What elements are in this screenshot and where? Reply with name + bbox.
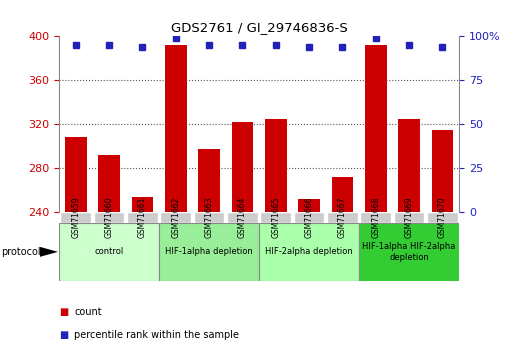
Text: GSM71664: GSM71664	[238, 197, 247, 238]
Bar	[198, 149, 220, 212]
Bar	[161, 212, 191, 223]
Bar	[359, 223, 459, 281]
Bar	[61, 212, 91, 223]
Bar	[94, 212, 124, 223]
Text: control: control	[94, 247, 124, 256]
Bar	[327, 212, 358, 223]
Bar	[427, 212, 458, 223]
Text: ■: ■	[59, 307, 68, 317]
Text: GSM71668: GSM71668	[371, 197, 380, 238]
Text: percentile rank within the sample: percentile rank within the sample	[74, 330, 240, 339]
Bar	[261, 212, 291, 223]
Text: HIF-1alpha HIF-2alpha
depletion: HIF-1alpha HIF-2alpha depletion	[362, 242, 456, 262]
Text: HIF-2alpha depletion: HIF-2alpha depletion	[265, 247, 353, 256]
Bar	[165, 45, 187, 212]
Text: GSM71659: GSM71659	[71, 197, 80, 238]
Bar	[298, 199, 320, 212]
Text: count: count	[74, 307, 102, 317]
Text: GSM71665: GSM71665	[271, 197, 280, 238]
Bar	[131, 197, 153, 212]
Bar	[259, 223, 359, 281]
Polygon shape	[40, 247, 58, 257]
Text: GSM71669: GSM71669	[405, 197, 413, 238]
Bar	[294, 212, 324, 223]
Text: GSM71670: GSM71670	[438, 197, 447, 238]
Text: ■: ■	[59, 330, 68, 339]
Bar	[98, 155, 120, 212]
Bar	[394, 212, 424, 223]
Bar	[265, 119, 287, 212]
Text: protocol: protocol	[1, 247, 41, 257]
Bar	[65, 137, 87, 212]
Bar	[365, 45, 387, 212]
Text: GSM71661: GSM71661	[138, 197, 147, 238]
Bar	[398, 119, 420, 212]
Bar	[59, 223, 159, 281]
Text: GSM71663: GSM71663	[205, 197, 213, 238]
Text: GSM71667: GSM71667	[338, 197, 347, 238]
Bar	[159, 223, 259, 281]
Bar	[331, 177, 353, 212]
Title: GDS2761 / GI_29746836-S: GDS2761 / GI_29746836-S	[171, 21, 347, 34]
Text: GSM71666: GSM71666	[305, 197, 313, 238]
Bar	[231, 122, 253, 212]
Text: HIF-1alpha depletion: HIF-1alpha depletion	[165, 247, 253, 256]
Bar	[194, 212, 224, 223]
Bar	[361, 212, 391, 223]
Text: GSM71662: GSM71662	[171, 197, 180, 238]
Text: GSM71660: GSM71660	[105, 197, 113, 238]
Bar	[431, 130, 453, 212]
Bar	[227, 212, 258, 223]
Bar	[127, 212, 157, 223]
